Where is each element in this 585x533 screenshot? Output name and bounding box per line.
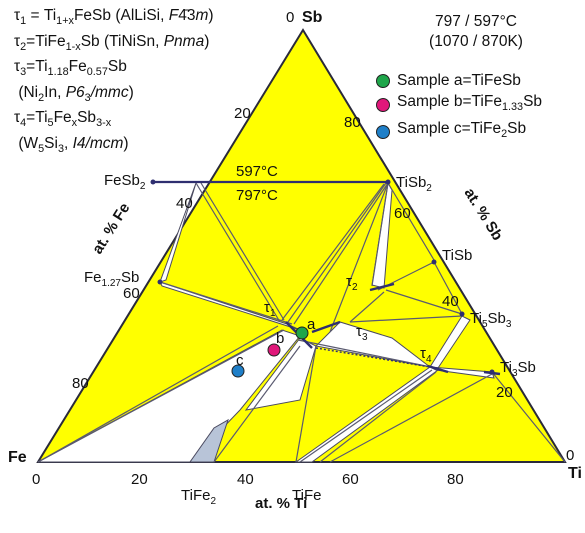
isotherm-upper-label: 597°C [236,163,278,180]
dotted-tie-tau3-tau4 [315,347,431,368]
corner-ti: Ti [568,465,582,482]
tie-fe127sb-tau1 [159,281,293,325]
tie-tau2-tau3 [349,291,385,323]
sb-tick-40: 40 [442,293,459,310]
corner-fe: Fe [8,449,27,466]
tie-tisb2-tau1c [281,183,385,321]
sample-b-marker-icon [376,97,390,112]
phase-label-tisb: TiSb [442,247,472,264]
region-tife2 [189,418,229,463]
sample-b-label: b [276,330,284,347]
sample-b-entry: Sample b=TiFe1.33Sb [376,91,542,118]
point-ti3sb [489,369,495,375]
boundary-tau4 [427,364,449,374]
tie-tisb2-tau1a [293,182,389,325]
temperature-celsius: 797 / 597°C [434,13,518,30]
legend-tau1: τ1 = Ti1+xFeSb (AlLiSi, F4̄3m) [14,7,214,28]
isotherm-lower-label: 797°C [236,187,278,204]
fe-tick-40: 40 [176,195,193,212]
region-fe-tau1 [37,329,301,463]
ti-tick-20: 20 [131,471,148,488]
sample-legend: Sample a=TiFeSb Sample b=TiFe1.33Sb Samp… [376,70,542,145]
tie-tau2-ti5sb3 [385,289,463,315]
tie-tisb-ti5sb3 [433,261,463,315]
boundary-tau2 [369,282,395,292]
phase-label-tife: TiFe [292,487,321,504]
phase-label-fesb2: FeSb2 [104,172,146,192]
ti-tick-80: 80 [447,471,464,488]
axis-title-sb: at. % Sb [461,185,506,244]
ti-tick-60: 60 [342,471,359,488]
ti-tick-40: 40 [237,471,254,488]
legend-tau3-structure: (Ni2In, P63/mmc) [18,83,134,104]
region-tau1-tau3 [244,337,317,411]
boundary-tau1-tau3 [311,320,341,334]
corner-sb: Sb [302,9,323,26]
tie-lines [37,181,566,463]
sb-tick-80: 80 [344,114,361,131]
tie-tife-tau3a [295,345,317,463]
ternary-triangle [36,28,567,463]
phase-label-tau1: τ1 [264,299,276,319]
point-fe127sb [157,279,163,285]
tie-tife2-tau1 [213,345,301,463]
tie-ti-ti3sb [491,371,566,463]
axis-title-ti: at. % Ti [255,495,307,512]
fe-tick-20: 20 [234,105,251,122]
phase-label-ti5sb3: Ti5Sb3 [470,310,512,330]
tie-tife-tau4a [299,369,433,463]
tie-fe-tau1b [37,329,285,463]
sample-a-marker-icon [376,73,390,88]
corner-top-zero: 0 [286,9,294,26]
sb-tick-20: 20 [496,384,513,401]
ti-tick-0: 0 [32,471,40,488]
sample-b-marker [267,343,281,357]
fe-tick-80: 80 [72,375,89,392]
point-ti5sb3 [459,311,465,317]
phase-label-ti3sb: Ti3Sb [500,359,536,379]
axis-title-fe: at. % Fe [89,200,133,257]
corner-right-zero: 0 [566,447,574,464]
phase-label-fe127sb: Fe1.27Sb [84,269,139,289]
tie-tife-ti3sb [329,373,493,463]
phase-label-tisb2: TiSb2 [396,174,432,194]
legend-tau3: τ3=Ti1.18Fe0.57Sb [14,58,127,79]
temperature-kelvin: (1070 / 870K) [429,33,523,50]
tie-fe-tau1a [37,325,279,463]
phase-label-tau4: τ4 [420,345,432,365]
tie-tife-tau4b [319,371,437,463]
sb-tick-60: 60 [394,205,411,222]
phase-label-tau3: τ3 [356,323,368,343]
point-tisb2 [385,179,391,185]
legend-tau4: τ4=Ti5FexSb3-x [14,109,112,130]
tie-tau3-ti5sb3 [349,315,463,323]
tie-fesb2-tau1b [200,182,285,321]
temperature-note: 797 / 597°C (1070 / 870K) [416,12,536,52]
region-fesb2-fesb [159,182,197,283]
sample-a-label: a [307,316,316,333]
point-fesb2 [150,179,156,185]
phase-label-tife2: TiFe2 [181,487,216,507]
sample-a-marker [295,326,309,340]
sample-a-entry: Sample a=TiFeSb [376,70,542,91]
tie-tisb2-tisb [387,182,435,261]
point-tisb [431,259,437,265]
sample-c-entry: Sample c=TiFe2Sb [376,118,542,145]
sample-c-marker-icon [376,124,390,139]
tie-tisb2-tau1b [287,182,387,323]
tie-tau1-tau3 [297,339,437,369]
phase-label-tau2: τ2 [346,273,358,293]
tie-tisb2-tau3 [329,182,389,333]
fe-tick-60: 60 [123,285,140,302]
legend-tau2: τ2=TiFe1-xSb (TiNiSn, Pnma) [14,32,210,53]
tie-tisb2-tau2 [371,182,389,287]
phase-points [150,179,495,375]
phase-legend: τ1 = Ti1+xFeSb (AlLiSi, F4̄3m) τ2=TiFe1-… [14,6,214,160]
sample-c-marker [231,364,245,378]
sample-c-label: c [236,352,244,369]
tie-fesb2-tau1a [195,182,281,323]
legend-tau4-structure: (W5Si3, I4/mcm) [18,134,129,156]
